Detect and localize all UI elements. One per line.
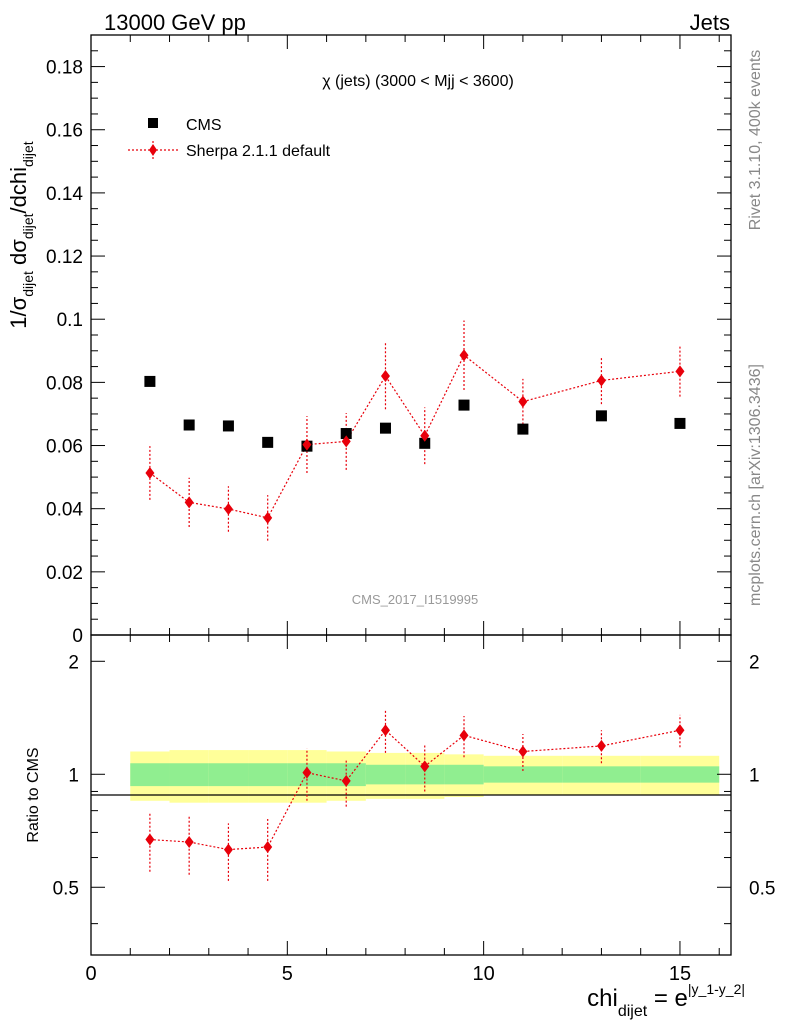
plot-title: χ (jets) (3000 < Mjj < 3600) <box>322 73 514 90</box>
ratio-frame <box>90 634 732 956</box>
stat-uncertainty-band <box>365 764 406 785</box>
ratio-sherpa-point <box>184 836 194 849</box>
ratio-sherpa-point <box>518 745 528 758</box>
main-panel: 0 0.02 0.04 0.06 0.08 0.1 0.12 0.14 0.16 0.18 χ (… <box>6 34 732 647</box>
ratio-ytick-label-right: 1 <box>749 765 760 786</box>
ratio-sherpa-point <box>145 833 155 846</box>
sherpa-point <box>184 496 194 509</box>
ratio-sherpa-line <box>149 729 681 851</box>
mcplots-info: mcplots.cern.ch [arXiv:1306.3436] <box>747 364 764 606</box>
sherpa-line <box>149 354 681 519</box>
ratio-ylabel: Ratio to CMS <box>25 747 42 842</box>
cms-point <box>262 436 274 448</box>
sherpa-point <box>341 435 351 448</box>
main-tick-labels: 0 0.02 0.04 0.06 0.08 0.1 0.12 0.14 0.16 0.18 <box>46 58 83 647</box>
ratio-ytick-label-right: 0.5 <box>749 878 775 899</box>
main-ytick-label: 0.08 <box>46 373 83 394</box>
sherpa-point <box>675 365 685 378</box>
cms-point <box>379 422 391 434</box>
sherpa-point <box>518 395 528 408</box>
xtick-label: 5 <box>282 963 293 985</box>
sherpa-point <box>302 438 312 451</box>
cms-point <box>595 410 607 422</box>
sherpa-point <box>145 467 155 479</box>
cms-point <box>674 417 686 429</box>
main-ytick-label: 0.1 <box>57 310 83 331</box>
main-ytick-label: 0 <box>72 626 83 647</box>
watermark: CMS_2017_I1519995 <box>352 592 479 607</box>
main-ylabel: 1/σdijet dσdijet/dchidijet <box>6 141 36 329</box>
ratio-sherpa-point <box>341 774 351 787</box>
cms-point <box>222 420 234 432</box>
stat-uncertainty-band <box>640 766 720 783</box>
xtick-label: 10 <box>473 963 495 985</box>
xtick-label: 0 <box>85 963 96 985</box>
stat-uncertainty-band <box>562 766 641 783</box>
header-right: Jets <box>690 10 730 35</box>
sherpa-point <box>596 374 606 387</box>
ratio-ytick-label-left: 2 <box>68 652 79 673</box>
main-ytick-label: 0.12 <box>46 247 83 268</box>
main-ticks <box>90 34 731 636</box>
ratio-sherpa-point <box>459 729 469 742</box>
main-ytick-label: 0.04 <box>46 500 83 521</box>
cms-point <box>458 399 470 411</box>
stat-uncertainty-band <box>208 763 249 787</box>
cms-point <box>340 428 352 440</box>
stat-uncertainty-band <box>248 763 288 787</box>
stat-uncertainty-band <box>444 764 484 785</box>
ratio-panel: 0.5 0.5 1 1 2 2 0 5 10 15 Ratio to CMS chidijet =… <box>25 634 776 1020</box>
cms-point <box>517 423 529 435</box>
xtick-label: 15 <box>669 963 691 985</box>
sherpa-point <box>459 349 469 362</box>
ratio-ticks <box>90 635 731 955</box>
main-data <box>144 320 686 541</box>
stat-uncertainty-band <box>169 763 209 787</box>
ratio-ytick-label-right: 2 <box>749 652 760 673</box>
ratio-sherpa-point <box>263 841 273 854</box>
ratio-sherpa-point <box>302 766 312 779</box>
main-ytick-label: 0.06 <box>46 437 83 458</box>
sherpa-point <box>380 370 390 383</box>
main-ytick-label: 0.16 <box>46 121 83 142</box>
legend-sherpa-label: Sherpa 2.1.1 default <box>186 143 331 160</box>
ratio-sherpa-point <box>380 724 390 737</box>
ratio-sherpa-point <box>223 843 233 856</box>
ratio-sherpa-point <box>420 760 430 773</box>
rivet-info: Rivet 3.1.10, 400k events <box>747 50 764 231</box>
stat-uncertainty-band <box>483 766 563 783</box>
cms-point <box>419 437 431 449</box>
cms-point <box>144 375 156 387</box>
x-axis-label: chidijet = e|y_1-y_2| <box>587 981 745 1020</box>
main-ytick-label: 0.02 <box>46 563 83 584</box>
ratio-sherpa-point <box>675 724 685 737</box>
legend-cms-label: CMS <box>186 117 222 134</box>
stat-uncertainty-band <box>130 763 170 787</box>
sherpa-point <box>263 511 273 524</box>
legend: CMS Sherpa 2.1.1 default <box>128 117 331 160</box>
legend-cms-marker <box>148 118 158 128</box>
main-ytick-label: 0.14 <box>46 184 83 205</box>
ratio-ytick-label-left: 1 <box>68 765 79 786</box>
ratio-data <box>145 710 685 881</box>
ratio-sherpa-point <box>596 739 606 752</box>
ratio-tick-labels: 0.5 0.5 1 1 2 2 0 5 10 15 <box>53 652 776 985</box>
stat-uncertainty-band <box>326 763 366 787</box>
header-left: 13000 GeV pp <box>104 10 246 35</box>
main-ytick-label: 0.18 <box>46 58 83 79</box>
ratio-ytick-label-left: 0.5 <box>53 878 79 899</box>
sherpa-point <box>223 503 233 515</box>
legend-sherpa-marker <box>149 144 157 156</box>
sherpa-point <box>420 429 430 442</box>
cms-point <box>183 419 195 431</box>
